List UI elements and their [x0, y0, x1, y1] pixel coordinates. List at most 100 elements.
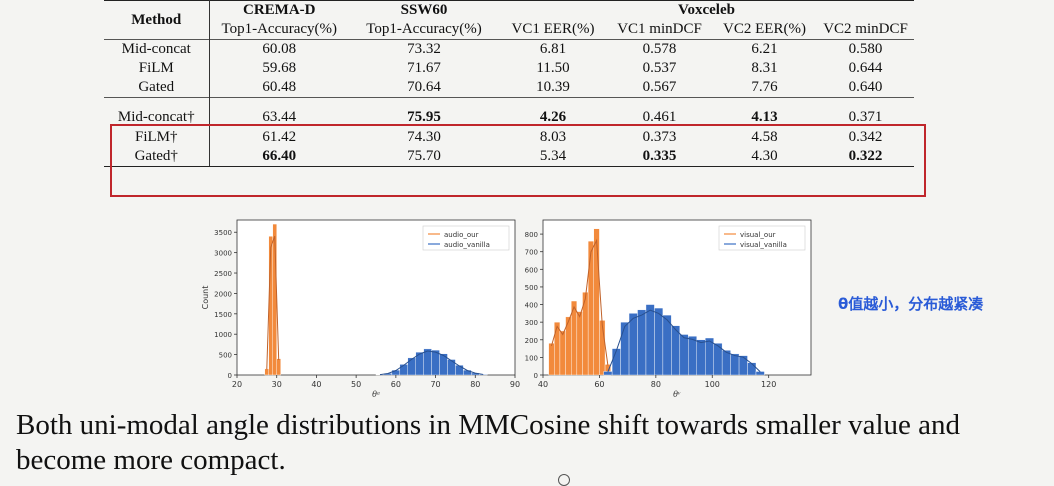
y-axis-label: Count [201, 286, 210, 310]
bar [638, 310, 646, 375]
group-header: CREMA-D [209, 1, 349, 21]
bar [432, 350, 440, 375]
bar [731, 354, 739, 375]
method-cell: Mid-concat† [104, 98, 209, 128]
y-tick-label: 0 [534, 372, 538, 380]
value-cell: 4.26 [499, 98, 607, 128]
y-tick-label: 3000 [214, 250, 232, 258]
value-cell: 6.21 [712, 40, 817, 60]
value-cell: 71.67 [349, 59, 499, 78]
bar [697, 340, 705, 375]
y-tick-label: 300 [525, 319, 538, 327]
x-tick-label: 20 [232, 380, 242, 389]
bar [705, 338, 713, 375]
y-tick-label: 2000 [214, 290, 232, 298]
method-cell: FiLM [104, 59, 209, 78]
value-cell: 11.50 [499, 59, 607, 78]
method-header: Method [104, 1, 209, 40]
y-tick-label: 800 [525, 231, 538, 239]
value-cell: 0.644 [817, 59, 914, 78]
table-subheader-row: Top1-Accuracy(%) Top1-Accuracy(%) VC1 EE… [104, 20, 914, 40]
bar [599, 320, 605, 375]
y-tick-label: 1000 [214, 331, 232, 339]
bar [663, 315, 671, 375]
highlight-box [110, 124, 926, 197]
x-axis-label: θᵃ [372, 390, 380, 397]
bar [560, 331, 566, 375]
bar [588, 241, 594, 375]
bar [577, 312, 583, 375]
bar [722, 350, 730, 375]
y-tick-label: 400 [525, 302, 538, 310]
bar [447, 360, 455, 376]
y-tick-label: 700 [525, 249, 538, 257]
legend-label: visual_vanilla [740, 241, 787, 249]
value-cell: 0.640 [817, 78, 914, 98]
bar [594, 229, 600, 375]
x-tick-label: 60 [594, 380, 604, 389]
bar [629, 313, 637, 375]
bar [739, 356, 747, 375]
y-tick-label: 0 [228, 372, 232, 380]
value-cell: 8.31 [712, 59, 817, 78]
subheader: VC1 minDCF [607, 20, 712, 40]
subheader: Top1-Accuracy(%) [349, 20, 499, 40]
x-tick-label: 120 [761, 380, 776, 389]
value-cell: 0.578 [607, 40, 712, 60]
x-tick-label: 60 [391, 380, 401, 389]
method-cell: Gated [104, 78, 209, 98]
value-cell: 59.68 [209, 59, 349, 78]
bar [604, 371, 612, 375]
legend-label: visual_our [740, 231, 776, 239]
value-cell: 63.44 [209, 98, 349, 128]
bar [549, 343, 555, 375]
x-tick-label: 90 [510, 380, 520, 389]
x-tick-label: 50 [351, 380, 361, 389]
bar [400, 364, 408, 375]
y-tick-label: 1500 [214, 311, 232, 319]
bar [455, 365, 463, 375]
x-tick-label: 70 [430, 380, 440, 389]
bar [748, 363, 756, 375]
legend-label: audio_vanilla [444, 241, 490, 249]
bar [654, 308, 662, 375]
bar [756, 371, 764, 375]
x-tick-label: 40 [538, 380, 548, 389]
value-cell: 0.537 [607, 59, 712, 78]
bar [688, 336, 696, 375]
legend-label: audio_our [444, 231, 479, 239]
bar [408, 358, 416, 375]
y-tick-label: 500 [525, 284, 538, 292]
value-cell: 70.64 [349, 78, 499, 98]
subheader: VC2 EER(%) [712, 20, 817, 40]
value-cell: 4.13 [712, 98, 817, 128]
table-header-row: Method CREMA-D SSW60 Voxceleb [104, 1, 914, 21]
bar [424, 349, 432, 375]
y-tick-label: 500 [219, 352, 232, 360]
y-tick-label: 100 [525, 354, 538, 362]
bar [646, 305, 654, 375]
bar [680, 334, 688, 375]
x-tick-label: 100 [705, 380, 720, 389]
value-cell: 10.39 [499, 78, 607, 98]
bar [612, 349, 620, 375]
y-tick-label: 200 [525, 337, 538, 345]
x-tick-label: 40 [311, 380, 321, 389]
value-cell: 0.371 [817, 98, 914, 128]
y-tick-label: 3500 [214, 229, 232, 237]
subheader: VC2 minDCF [817, 20, 914, 40]
subheader: Top1-Accuracy(%) [209, 20, 349, 40]
annotation-note: θ值越小，分布越紧凑 [838, 293, 983, 314]
x-tick-label: 80 [651, 380, 661, 389]
value-cell: 0.580 [817, 40, 914, 60]
y-tick-label: 2500 [214, 270, 232, 278]
subheader: VC1 EER(%) [499, 20, 607, 40]
bar [277, 359, 281, 375]
value-cell: 60.08 [209, 40, 349, 60]
value-cell: 6.81 [499, 40, 607, 60]
